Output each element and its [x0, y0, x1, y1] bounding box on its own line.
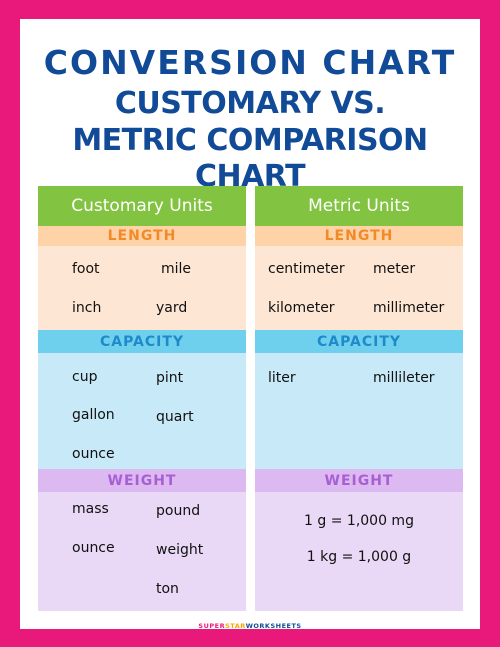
metric-capacity-section: liter millileter: [255, 353, 463, 469]
customary-capacity-word: pint: [156, 370, 184, 386]
customary-header: Customary Units: [38, 186, 246, 226]
customary-weight-label: WEIGHT: [38, 469, 246, 492]
chart-sheet: CONVERSION CHART CUSTOMARY VS. METRIC CO…: [20, 19, 480, 632]
metric-length-word: meter: [373, 261, 416, 277]
logo-part-worksheets: WORKSHEETS: [245, 622, 302, 630]
page-title: CONVERSION CHART: [43, 43, 457, 82]
metric-length-word: millimeter: [373, 300, 445, 316]
metric-length-label: LENGTH: [255, 226, 463, 246]
customary-weight-word: mass: [72, 501, 109, 517]
metric-header: Metric Units: [255, 186, 463, 226]
metric-capacity-label: CAPACITY: [255, 330, 463, 353]
metric-length-section: centimeter meter kilometer millimeter: [255, 246, 463, 330]
metric-capacity-word: millileter: [373, 370, 435, 386]
metric-column: Metric Units LENGTH centimeter meter kil…: [255, 186, 463, 611]
superstar-worksheets-logo: SUPERSTARWORKSHEETS: [185, 621, 315, 632]
customary-capacity-word: gallon: [72, 407, 115, 423]
customary-weight-word: ounce: [72, 540, 115, 556]
customary-weight-word: ton: [156, 581, 179, 597]
customary-capacity-label: CAPACITY: [38, 330, 246, 353]
customary-length-section: foot mile inch yard: [38, 246, 246, 330]
customary-weight-word: pound: [156, 503, 201, 519]
customary-capacity-word: ounce: [72, 446, 115, 462]
logo-part-star: STAR: [225, 622, 246, 630]
customary-capacity-word: cup: [72, 369, 98, 385]
metric-weight-label: WEIGHT: [255, 469, 463, 492]
customary-weight-word: weight: [156, 542, 204, 558]
subtitle-line-2: METRIC COMPARISON CHART: [72, 123, 428, 194]
metric-weight-section: 1 g = 1,000 mg 1 kg = 1,000 g: [255, 492, 463, 611]
subtitle-line-1: CUSTOMARY VS.: [114, 86, 386, 121]
logo-part-super: SUPER: [198, 622, 226, 630]
customary-column: Customary Units LENGTH foot mile inch ya…: [38, 186, 246, 611]
customary-length-word: yard: [156, 300, 188, 316]
metric-length-word: kilometer: [268, 300, 335, 316]
customary-length-word: inch: [72, 300, 102, 316]
customary-weight-section: mass pound ounce weight ton: [38, 492, 246, 611]
customary-length-word: foot: [72, 261, 100, 277]
customary-length-label: LENGTH: [38, 226, 246, 246]
metric-weight-equivalence: 1 kg = 1,000 g: [306, 549, 412, 565]
metric-length-word: centimeter: [268, 261, 345, 277]
metric-capacity-word: liter: [268, 370, 296, 386]
customary-capacity-word: quart: [156, 409, 194, 425]
customary-capacity-section: cup pint gallon quart ounce: [38, 353, 246, 469]
customary-length-word: mile: [161, 261, 192, 277]
metric-weight-equivalence: 1 g = 1,000 mg: [304, 513, 414, 529]
